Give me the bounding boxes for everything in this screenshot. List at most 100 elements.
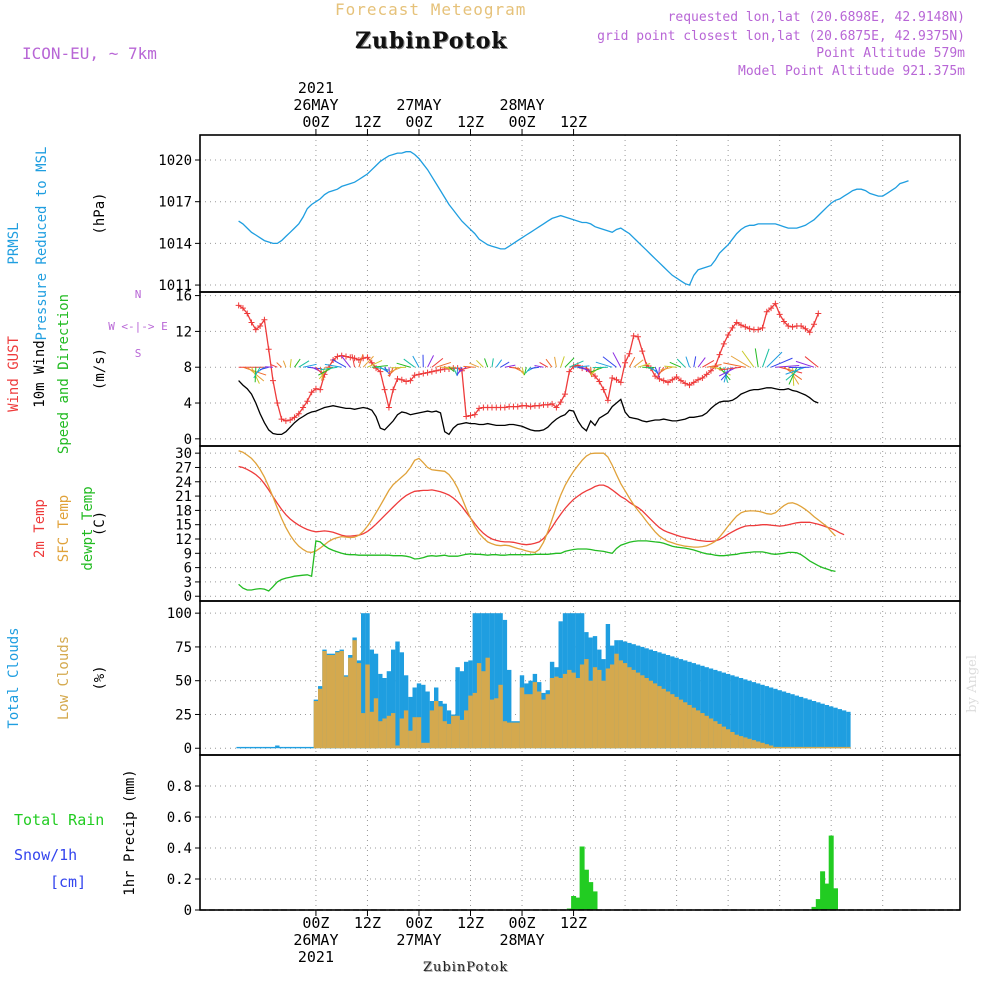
wind-arrow xyxy=(298,360,310,368)
wind-arrow xyxy=(766,351,783,368)
cloud-bar xyxy=(786,692,791,749)
cloud-bar xyxy=(438,706,443,749)
panel-title-line: PRMSL xyxy=(6,222,22,264)
cloud-bar xyxy=(794,695,799,749)
wind-arrow xyxy=(403,358,415,368)
cloud-bar xyxy=(747,680,752,749)
panel-frame xyxy=(199,754,961,911)
y-tick-label: 0.6 xyxy=(167,810,192,826)
cloud-bar xyxy=(777,746,782,749)
cloud-bar xyxy=(725,729,731,749)
gust-marker xyxy=(433,367,440,374)
cloud-bar xyxy=(678,699,684,749)
time-label-top: 00Z xyxy=(302,113,329,131)
y-tick-label: 12 xyxy=(175,324,192,340)
gust-marker xyxy=(244,310,251,317)
wind-arrow xyxy=(500,361,510,368)
cloud-bar xyxy=(537,691,542,749)
cloud-bar xyxy=(489,613,495,749)
cloud-bar xyxy=(348,657,353,749)
cloud-bar xyxy=(446,723,452,749)
time-label-bottom: 00Z xyxy=(508,914,535,932)
cloud-bar xyxy=(356,663,362,749)
wind-arrow xyxy=(459,366,471,371)
cloud-bar xyxy=(670,694,675,749)
gust-marker xyxy=(690,379,697,386)
gust-marker xyxy=(738,322,745,329)
gust-marker xyxy=(282,417,289,424)
gust-marker xyxy=(248,319,255,326)
cloud-bar xyxy=(567,669,572,749)
cloud-bar xyxy=(386,715,392,749)
wind-arrow xyxy=(602,356,617,368)
gust-marker xyxy=(476,405,483,412)
cloud-bar xyxy=(459,671,465,749)
cloud-bar xyxy=(425,691,430,749)
gust-marker xyxy=(377,368,384,375)
cloud-bar xyxy=(824,746,830,749)
wind-arrow xyxy=(448,366,455,373)
time-label-bottom: 27MAY xyxy=(396,931,441,949)
rain-bar xyxy=(575,897,581,910)
cloud-bar xyxy=(708,718,714,749)
wind-arrow xyxy=(351,354,356,368)
cloud-bar xyxy=(665,691,671,749)
y-tick-label: 21 xyxy=(175,489,192,505)
gust-marker xyxy=(695,376,702,383)
wind-arrow xyxy=(590,366,600,376)
cloud-bar xyxy=(459,719,465,749)
series-line-2m-temp xyxy=(238,465,845,546)
wind-arrow xyxy=(741,350,755,368)
gust-marker xyxy=(308,389,315,396)
wind-arrow xyxy=(785,366,806,375)
cloud-bar xyxy=(515,722,520,749)
cloud-bar xyxy=(489,699,495,749)
gust-marker xyxy=(673,374,680,381)
wind-arrow xyxy=(302,363,317,368)
time-label-bottom: 00Z xyxy=(302,914,329,932)
y-tick-label: 12 xyxy=(175,532,192,548)
y-axis-label: (m/s) xyxy=(92,348,108,390)
gust-marker xyxy=(261,316,268,323)
cloud-bar xyxy=(811,701,817,749)
rain-bar xyxy=(583,869,589,910)
gust-marker xyxy=(235,302,242,309)
chart-kind-label: Forecast Meteogram xyxy=(335,0,527,19)
cloud-bar xyxy=(773,746,778,749)
gust-marker xyxy=(789,323,796,330)
wind-arrow xyxy=(702,360,715,368)
cloud-bar xyxy=(751,682,757,749)
gust-marker xyxy=(630,332,637,339)
wind-arrow xyxy=(495,359,503,368)
panel-title-line: Speed and Direction xyxy=(56,294,72,454)
cloud-bar xyxy=(361,613,366,749)
gust-marker xyxy=(381,386,388,393)
cloud-bar xyxy=(687,705,692,749)
cloud-bar xyxy=(502,721,508,749)
gust-marker xyxy=(304,398,311,405)
cloud-bar xyxy=(549,678,555,749)
time-label-bottom: 12Z xyxy=(457,914,484,932)
cloud-bar xyxy=(318,688,323,749)
rain-bar xyxy=(828,835,834,910)
cloud-bar xyxy=(798,746,804,749)
cloud-bar xyxy=(764,686,769,749)
wind-arrow xyxy=(646,366,658,372)
wind-arrow xyxy=(452,367,458,375)
wind-arrow xyxy=(270,363,278,368)
wind-arrow xyxy=(340,355,351,368)
y-tick-label: 25 xyxy=(175,707,192,723)
cloud-bar xyxy=(378,673,383,749)
y-tick-label: 27 xyxy=(175,460,192,476)
gust-marker xyxy=(604,397,611,404)
cloud-bar xyxy=(464,710,469,749)
cloud-bar xyxy=(507,669,512,749)
y-tick-label: 0.8 xyxy=(167,779,192,795)
cloud-bar xyxy=(610,664,615,749)
rain-bar xyxy=(571,896,577,910)
cloud-bar xyxy=(373,698,379,749)
wind-arrow xyxy=(706,363,722,368)
wind-arrow xyxy=(320,366,338,371)
